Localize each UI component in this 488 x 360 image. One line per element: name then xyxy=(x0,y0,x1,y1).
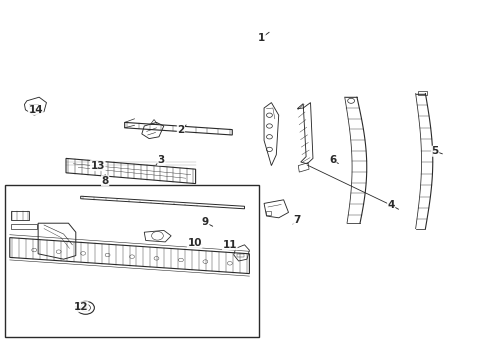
Text: 3: 3 xyxy=(158,155,164,165)
Text: 13: 13 xyxy=(90,161,105,171)
Text: 2: 2 xyxy=(177,125,184,135)
Text: 7: 7 xyxy=(293,215,301,225)
Bar xyxy=(5,185,259,337)
Text: 14: 14 xyxy=(28,105,43,115)
Text: 6: 6 xyxy=(328,155,335,165)
Text: 10: 10 xyxy=(187,238,202,248)
Text: 1: 1 xyxy=(258,33,264,43)
Bar xyxy=(29,104,38,108)
Circle shape xyxy=(83,306,87,309)
Bar xyxy=(417,91,426,95)
Text: 9: 9 xyxy=(202,217,208,228)
Bar xyxy=(237,254,244,257)
Text: 12: 12 xyxy=(73,302,88,312)
Text: 5: 5 xyxy=(431,146,438,156)
Bar xyxy=(265,211,270,215)
Text: 4: 4 xyxy=(386,200,394,210)
Text: 11: 11 xyxy=(222,240,237,250)
Text: 8: 8 xyxy=(102,176,108,186)
